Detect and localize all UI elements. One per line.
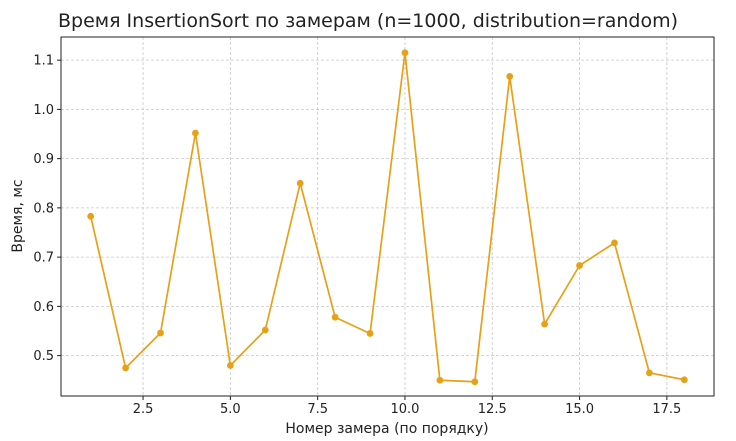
x-tick-label: 5.0: [220, 402, 241, 417]
data-point: [157, 329, 164, 337]
data-point: [261, 326, 269, 334]
data-point: [611, 239, 618, 247]
x-tick-label: 2.5: [133, 402, 154, 417]
x-axis-label: Номер замера (по порядку): [285, 421, 488, 437]
y-tick-label: 0.7: [33, 251, 54, 266]
series-line: [89, 51, 685, 383]
y-tick-label: 0.8: [33, 201, 54, 216]
x-tick-label: 12.5: [478, 402, 507, 417]
x-tick-label: 7.5: [307, 402, 328, 417]
data-point: [226, 362, 234, 369]
y-tick-label: 0.9: [33, 152, 54, 167]
grid-lines: [61, 37, 714, 396]
data-point: [506, 72, 514, 80]
y-tick-label: 1.0: [33, 103, 54, 118]
data-point: [471, 378, 479, 386]
data-point: [436, 376, 444, 384]
data-point: [122, 364, 130, 372]
x-tick-label: 15.0: [565, 402, 594, 417]
data-point: [87, 212, 95, 220]
data-point: [296, 179, 304, 187]
y-tick-label: 0.6: [33, 300, 54, 315]
data-point: [645, 369, 653, 377]
data-point: [576, 262, 583, 269]
data-point: [541, 320, 549, 328]
axis-ticks: 2.5 5.0 7.5 10.0 12.5 15.0 17.5 0.5 0.6 0.7 0.8 0.9…: [33, 54, 681, 417]
y-tick-label: 1.1: [33, 54, 54, 69]
data-point: [331, 313, 339, 321]
data-point: [366, 330, 374, 337]
data-point: [192, 129, 199, 137]
y-axis-label: Время, мс: [10, 179, 26, 252]
data-point: [680, 376, 688, 384]
plot-area-frame: [60, 36, 715, 397]
y-tick-label: 0.5: [33, 349, 54, 364]
data-point: [401, 49, 409, 57]
x-tick-label: 10.0: [390, 402, 419, 417]
data-series: [87, 49, 688, 386]
x-tick-label: 17.5: [652, 402, 681, 417]
chart-title: Время InsertionSort по замерам (n=1000, …: [58, 10, 678, 32]
